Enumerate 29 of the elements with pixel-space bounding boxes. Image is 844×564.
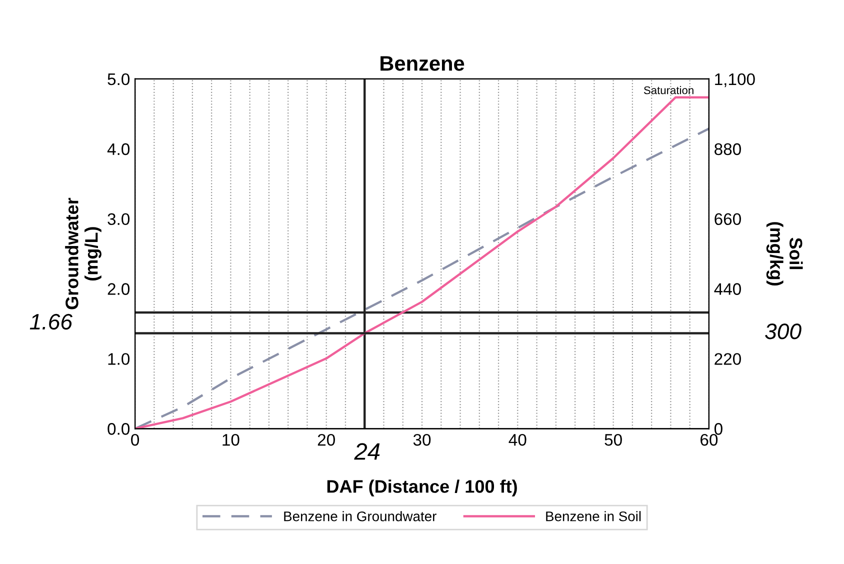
ref-line-label: 300 [765, 324, 802, 340]
ref-line-label: 1.66 [30, 314, 73, 330]
y2-tick-label: 1,100 [715, 73, 755, 88]
y-tick-label: 0.0 [108, 423, 130, 435]
x-tick-label: 20 [318, 434, 335, 446]
x-tick-label: 60 [700, 434, 718, 446]
y2-tick-label: 440 [714, 283, 741, 295]
ref-line-label: 24 [354, 443, 380, 460]
x-tick-label: 0 [131, 434, 140, 446]
y2-tick-label: 660 [714, 213, 741, 226]
chart-title: Benzene [380, 56, 464, 71]
y-tick-label: 3.0 [108, 213, 130, 226]
x-tick-label: 40 [508, 434, 526, 446]
y-tick-label: 5.0 [108, 73, 130, 86]
y2-tick-label: 880 [714, 143, 741, 156]
y-axis-title: Groundwater (mg/L) [65, 198, 102, 310]
x-axis-title: DAF (Distance / 100 ft) [327, 480, 517, 496]
y2-tick-label: 220 [714, 353, 741, 365]
x-tick-label: 50 [604, 434, 622, 446]
annotation: Saturation [644, 86, 694, 94]
legend-label: Benzene in Groundwater [284, 511, 436, 522]
y2-tick-label: 0 [714, 423, 722, 435]
x-tick-label: 30 [413, 434, 431, 446]
x-tick-label: 10 [222, 434, 240, 446]
y-tick-label: 4.0 [107, 143, 130, 156]
y-tick-label: 2.0 [108, 283, 130, 295]
legend-label: Benzene in Soil [546, 511, 641, 522]
y-tick-label: 1.0 [108, 353, 130, 365]
y2-axis-title: Soil (mg/kg) [766, 222, 803, 286]
